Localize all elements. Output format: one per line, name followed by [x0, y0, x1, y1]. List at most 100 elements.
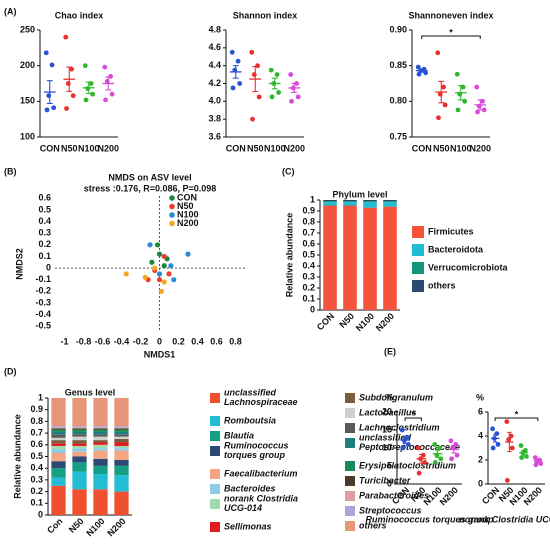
legend-label: unclassified Lachnospiraceae [224, 388, 298, 408]
y-tick-label: 0.9 [302, 205, 315, 215]
bar-segment [93, 442, 108, 445]
x-axis-label: norank Clostridia UCG-014 [459, 514, 550, 524]
bar-segment [323, 201, 337, 203]
bar-segment [51, 437, 66, 441]
y-tick-label: 0.8 [30, 416, 43, 426]
y-tick-label: 3.8 [208, 114, 221, 124]
panel-label: (D) [4, 366, 17, 376]
bar-segment [114, 475, 129, 492]
y-tick-label: 0.6 [38, 193, 51, 203]
y-tick-label: 0.2 [38, 239, 51, 249]
legend-swatch [345, 506, 355, 516]
data-point [155, 242, 161, 248]
legend-swatch [345, 408, 355, 418]
bar-segment [72, 436, 87, 441]
legend-label: N50 [177, 201, 194, 211]
chart-subtitle: stress :0.176, R=0.086, P=0.098 [84, 183, 217, 193]
legend-swatch [345, 393, 355, 403]
y-tick-label: 0.5 [30, 451, 43, 461]
x-tick-label: N100 [264, 143, 286, 153]
bar-segment [114, 426, 129, 428]
y-tick-label: 4.6 [208, 42, 221, 52]
legend-label: others [428, 280, 456, 290]
bar-segment [72, 462, 87, 472]
y-tick-label: 0.3 [30, 474, 43, 484]
legend-swatch [345, 438, 355, 448]
data-point [441, 84, 446, 90]
x-tick-label: 0.2 [172, 336, 185, 346]
data-point [538, 461, 544, 466]
data-point [251, 72, 257, 77]
x-tick-label: N50 [67, 516, 86, 535]
data-point [256, 94, 262, 100]
x-tick-label: CON [226, 143, 246, 153]
data-point [504, 478, 510, 483]
data-point [149, 259, 155, 265]
bar-segment [343, 201, 357, 203]
data-point [108, 73, 113, 79]
x-tick-label: N100 [84, 516, 106, 538]
bar-segment [72, 440, 87, 444]
bar-segment [51, 449, 66, 453]
y-tick-label: 0 [387, 478, 392, 488]
y-tick-label: 6 [478, 406, 483, 416]
bar-segment [114, 460, 129, 466]
bar-segment [72, 445, 87, 449]
legend-swatch [412, 262, 424, 274]
data-point [103, 97, 108, 103]
x-tick-label: N100 [450, 143, 472, 153]
data-point [82, 63, 88, 69]
data-point [416, 445, 421, 451]
y-tick-label: 0 [310, 304, 315, 314]
data-point [83, 97, 89, 103]
x-tick-label: N100 [78, 143, 100, 153]
y-tick-label: 0 [46, 262, 51, 272]
x-tick-label: -0.6 [95, 336, 111, 346]
data-point [85, 86, 91, 91]
bar-segment [114, 398, 129, 427]
y-tick-label: 0.1 [302, 293, 315, 303]
y-tick-label: 0.5 [38, 204, 51, 214]
data-point [442, 102, 448, 108]
data-point [109, 91, 115, 97]
legend-label: N200 [177, 218, 199, 228]
chart-title: Phylum level [332, 189, 387, 199]
y-tick-label: 4.0 [208, 96, 221, 106]
y-tick-label: 2 [478, 454, 483, 464]
legend-marker [169, 203, 175, 210]
y-tick-label: 0 [38, 509, 43, 519]
data-point [481, 107, 487, 113]
legend-swatch [412, 226, 424, 238]
x-tick-label: N200 [438, 485, 460, 507]
legend-label: Ruminococcus torques group [224, 441, 291, 461]
data-point [44, 107, 50, 113]
data-point [435, 50, 441, 56]
significance-label: * [515, 409, 519, 419]
bar-segment [93, 465, 108, 475]
legend-swatch [345, 476, 355, 486]
x-tick-label: -0.8 [76, 336, 92, 346]
chart-title: Chao index [55, 10, 104, 20]
data-point [504, 419, 510, 424]
y-axis-label: % [385, 392, 393, 402]
legend-swatch [210, 499, 220, 509]
bar-segment [363, 200, 377, 202]
legend-marker [169, 195, 175, 201]
data-point [171, 277, 177, 283]
data-point [65, 81, 71, 86]
data-point [401, 438, 407, 444]
bar-segment [343, 205, 357, 310]
data-point [63, 34, 69, 40]
y-tick-label: 0.4 [38, 216, 51, 226]
data-point [64, 106, 69, 111]
y-tick-label: -0.5 [35, 321, 51, 331]
bar-segment [93, 436, 108, 441]
y-tick-label: 0.7 [30, 427, 43, 437]
bar-segment [363, 202, 377, 208]
legend-label: CON [177, 192, 197, 202]
bar-segment [343, 200, 357, 202]
x-tick-label: N200 [374, 311, 396, 333]
y-tick-label: 0.2 [30, 486, 43, 496]
data-point [454, 452, 460, 458]
significance-label: * [449, 27, 453, 37]
